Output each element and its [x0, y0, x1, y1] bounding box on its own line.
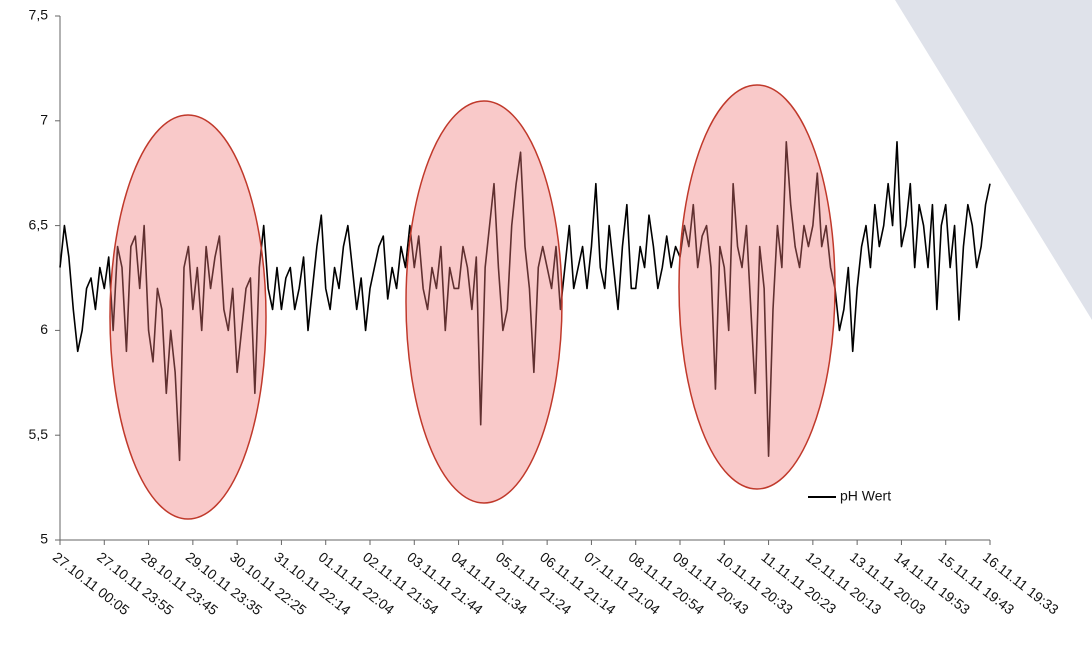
highlight-ellipse	[678, 84, 836, 490]
x-tick-label: 31.10.11 22:14	[271, 549, 354, 619]
y-tick-label: 5	[40, 531, 48, 547]
y-tick-label: 6	[40, 321, 48, 337]
highlight-ellipse	[405, 100, 563, 504]
x-tick-label: 06.11.11 21:14	[537, 549, 619, 618]
x-tick-label: 05.11.11 21:24	[493, 549, 575, 618]
x-tick-label: 03.11.11 21:44	[404, 549, 486, 618]
x-tick-label: 27.10.11 23:55	[94, 549, 177, 619]
x-tick-label: 07.11.11 21:04	[581, 549, 663, 618]
x-tick-label: 16.11.11 19:33	[980, 549, 1062, 618]
x-tick-label: 27.10.11 00:05	[50, 549, 133, 619]
y-tick-label: 5,5	[29, 426, 49, 442]
background-shape	[895, 0, 1092, 320]
x-tick-label: 01.11.11 22:04	[316, 549, 398, 618]
x-tick-label: 09.11.11 20:43	[670, 549, 752, 618]
x-tick-label: 11.11.11 20:23	[758, 549, 839, 617]
x-tick-label: 08.11.11 20:54	[626, 549, 708, 618]
y-tick-label: 6,5	[29, 216, 49, 232]
x-tick-label: 14.11.11 19:53	[891, 549, 973, 618]
x-tick-label: 10.11.11 20:33	[714, 549, 796, 618]
x-tick-label: 12.11.11 20:13	[803, 549, 885, 618]
highlight-ellipse	[109, 114, 267, 520]
x-tick-label: 04.11.11 21:34	[448, 549, 530, 618]
legend-label: pH Wert	[840, 488, 891, 504]
x-tick-label: 28.10.11 23:45	[138, 549, 221, 619]
y-tick-label: 7	[40, 112, 48, 128]
x-tick-label: 15.11.11 19:43	[936, 549, 1018, 618]
x-tick-label: 02.11.11 21:54	[360, 549, 442, 618]
x-tick-label: 29.10.11 23:35	[183, 549, 266, 619]
legend: pH Wert	[808, 488, 891, 504]
x-tick-label: 30.10.11 22:25	[227, 549, 310, 619]
x-tick-label: 13.11.11 20:03	[847, 549, 929, 618]
highlight-ellipses	[109, 84, 836, 520]
y-tick-label: 7,5	[29, 7, 49, 23]
